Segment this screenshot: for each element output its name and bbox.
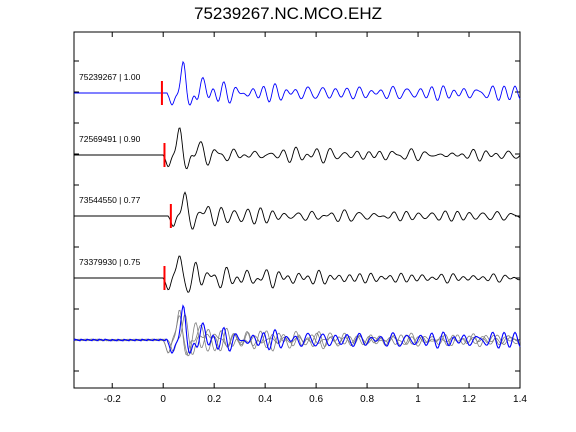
- x-tick-label: 0.8: [360, 394, 374, 405]
- x-tick-label: 0.2: [207, 394, 221, 405]
- chart-title: 75239267.NC.MCO.EHZ: [193, 4, 383, 23]
- trace-label: 72569491 | 0.90: [79, 134, 141, 144]
- x-tick-label: 1: [415, 394, 421, 405]
- trace-waveform: [74, 60, 521, 106]
- trace-waveform: [74, 127, 521, 170]
- trace-waveform: [74, 255, 521, 293]
- pick-markers: [160, 81, 172, 290]
- stack-trace: [73, 304, 521, 355]
- trace-label: 73544550 | 0.77: [79, 195, 141, 205]
- stack-trace: [73, 309, 521, 356]
- trace-labels: 75239267 | 1.00 72569491 | 0.90 73544550 |…: [79, 72, 141, 267]
- stack-trace: [73, 312, 521, 355]
- x-tick-label: 1.4: [513, 394, 527, 405]
- x-tick-label: 1.2: [462, 394, 476, 405]
- stack-trace: [73, 315, 521, 357]
- x-tick-label: 0.6: [309, 394, 323, 405]
- trace-label: 73379930 | 0.75: [79, 257, 141, 267]
- trace-group: [74, 60, 521, 293]
- stack-overlay: [73, 304, 521, 357]
- trace-label: 75239267 | 1.00: [79, 72, 141, 82]
- trace-waveform: [74, 191, 521, 230]
- x-tick-label: 0: [160, 394, 166, 405]
- x-axis: -0.2 0 0.2 0.4 0.6 0.8 1 1.2 1.4: [104, 32, 527, 405]
- x-tick-label: -0.2: [104, 394, 122, 405]
- x-tick-label: 0.4: [258, 394, 272, 405]
- plot-frame: [73, 31, 521, 389]
